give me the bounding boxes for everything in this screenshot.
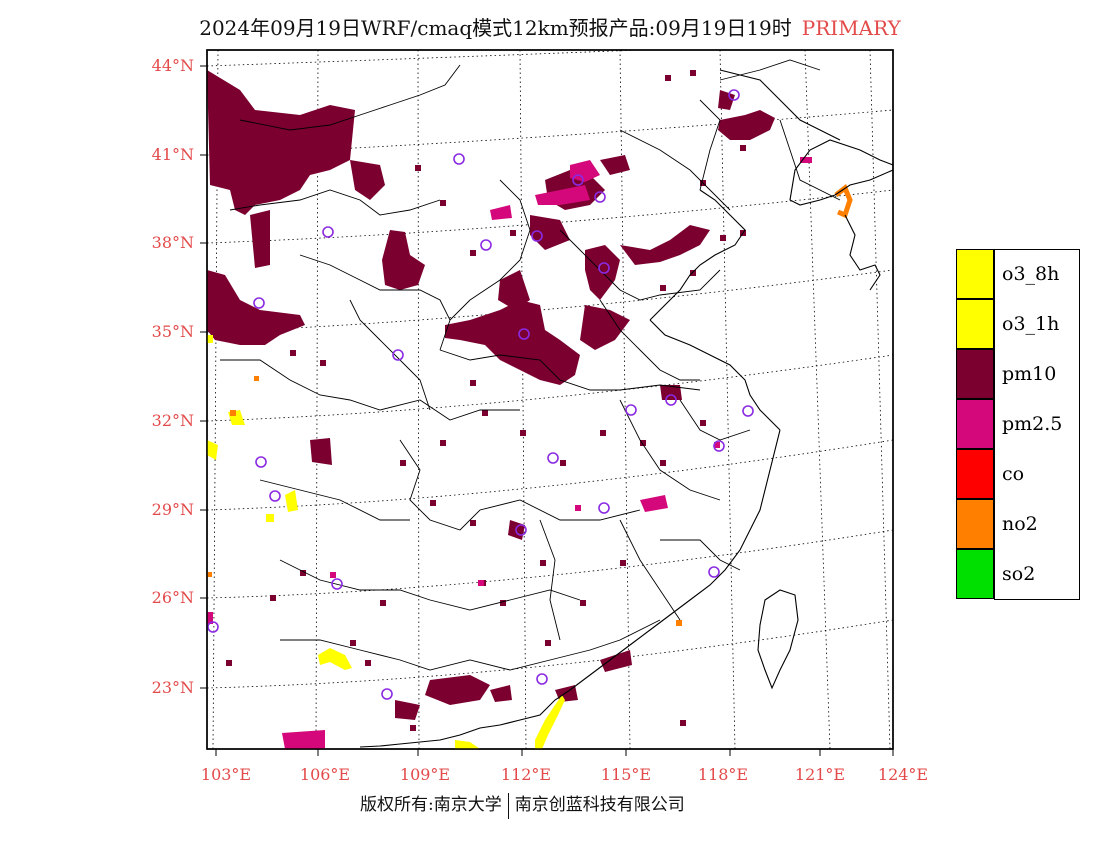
primary-tag: PRIMARY: [801, 16, 901, 40]
lat-label-38: 38°N: [151, 233, 194, 252]
title-text: 2024年09月19日WRF/cmaq模式12km预报产品:09月19日19时: [199, 16, 792, 40]
lat-label-26: 26°N: [151, 588, 194, 607]
lon-label-124: 124°E: [877, 765, 929, 784]
legend-label: so2: [1002, 563, 1036, 585]
lon-label-118: 118°E: [697, 765, 749, 784]
lon-label-121: 121°E: [794, 765, 846, 784]
lon-label-115: 115°E: [600, 765, 652, 784]
lon-label-103: 103°E: [200, 765, 252, 784]
credit-university: 版权所有:南京大学: [360, 795, 502, 815]
legend-label: pm2.5: [1002, 413, 1063, 435]
o3-patches: [207, 335, 565, 749]
lat-label-35: 35°N: [151, 322, 194, 341]
legend-label: o3_1h: [1002, 313, 1060, 335]
credit-company: 南京创蓝科技有限公司: [514, 795, 685, 815]
pm10-pixels: [226, 70, 746, 731]
lat-label-29: 29°N: [151, 500, 194, 519]
no2-pixels: [207, 376, 682, 626]
lon-label-112: 112°E: [500, 765, 552, 784]
legend-swatch: [956, 349, 994, 399]
legend-label: o3_8h: [1002, 263, 1060, 285]
station-markers: [207, 89, 754, 700]
legend-swatch: [956, 399, 994, 449]
legend-swatch: [956, 499, 994, 549]
lat-label-32: 32°N: [151, 411, 194, 430]
credit-divider: [507, 792, 509, 819]
lat-label-41: 41°N: [151, 145, 194, 164]
lat-label-23: 23°N: [151, 678, 194, 697]
legend-swatch: [956, 549, 994, 599]
legend-swatch: [956, 449, 994, 499]
coastline: [359, 69, 893, 748]
legend-label: pm10: [1002, 363, 1057, 385]
map-title: 2024年09月19日WRF/cmaq模式12km预报产品:09月19日19时 P…: [0, 12, 1100, 41]
pm25-patches: [207, 157, 812, 749]
legend-swatch: [956, 249, 994, 299]
pm10-patches: [207, 70, 775, 720]
legend-frame: [994, 249, 1080, 600]
province-boundaries: [220, 59, 841, 671]
legend-label: no2: [1002, 513, 1038, 535]
lat-label-44: 44°N: [151, 56, 194, 75]
legend-swatch: [956, 299, 994, 349]
legend-label: co: [1002, 463, 1025, 485]
lon-label-106: 106°E: [299, 765, 351, 784]
axis-ticks: [200, 65, 894, 756]
lon-label-109: 109°E: [399, 765, 451, 784]
copyright-credit: 版权所有:南京大学 南京创蓝科技有限公司: [360, 790, 685, 819]
